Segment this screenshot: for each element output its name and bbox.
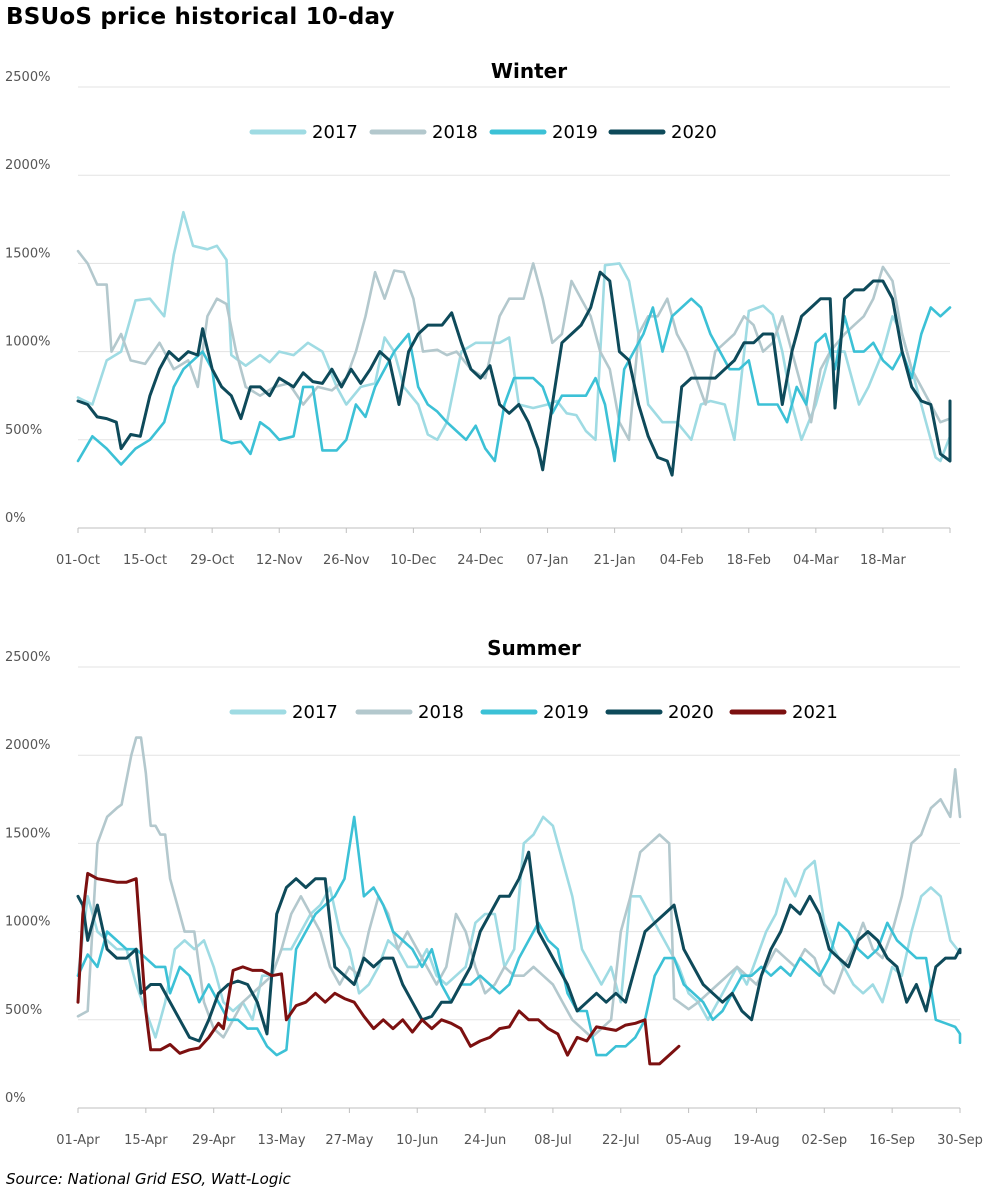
summer-legend-label-2017: 2017 [292,702,338,723]
summer-legend-label-2021: 2021 [792,702,838,723]
winter-y-tick-label: 1000% [5,335,50,350]
summer-series-line-2021 [76,871,681,1066]
summer-x-tick-label: 24-Jun [464,1133,506,1148]
winter-legend-label-2019: 2019 [552,122,598,143]
winter-series-line-2019 [76,297,952,466]
summer-x-tick-label: 10-Jun [396,1133,438,1148]
summer-y-tick-label: 1000% [5,915,50,930]
summer-y-tick-label: 1500% [5,826,50,841]
summer-x-tick-label: 13-May [257,1133,305,1148]
winter-x-tick-label: 21-Jan [594,553,636,568]
winter-x-tick-label: 04-Feb [660,553,704,568]
winter-series-line-2018 [76,249,952,442]
winter-y-tick-label: 2000% [5,158,50,173]
winter-series-line-2017 [76,210,952,463]
source-note: Source: National Grid ESO, Watt-Logic [6,1170,291,1188]
summer-x-tick-label: 05-Aug [665,1133,711,1148]
summer-legend-label-2019: 2019 [543,702,589,723]
summer-x-tick-label: 08-Jul [534,1133,572,1148]
winter-x-tick-label: 07-Jan [527,553,569,568]
winter-chart: 0% 500% 1000% 1500% 2000% 2500% 01-Oct 15-Oct 29… [0,50,1000,580]
summer-x-tick-label: 19-Aug [733,1133,779,1148]
winter-x-tick-label: 15-Oct [123,553,167,568]
summer-chart-svg: 0% 500% 1000% 1500% 2000% 2500% 01-Apr 15-Apr 29… [5,636,983,1148]
summer-x-tick-label: 27-May [325,1133,373,1148]
winter-y-tick-label: 1500% [5,246,50,261]
winter-y-tick-label: 2500% [5,70,50,85]
summer-x-tick-label: 16-Sep [869,1133,915,1148]
summer-x-tick-label: 30-Sep [937,1133,983,1148]
winter-legend-label-2020: 2020 [671,122,717,143]
winter-chart-title: Winter [491,59,567,83]
winter-x-tick-label: 18-Mar [860,553,906,568]
winter-x-tick-label: 04-Mar [793,553,839,568]
summer-y-tick-label: 2500% [5,650,50,665]
winter-x-tick-label: 26-Nov [323,553,370,568]
summer-series-line-2019 [76,815,962,1057]
summer-x-tick-label: 29-Apr [192,1133,236,1148]
summer-y-tick-label: 0% [5,1091,26,1106]
winter-x-tick-label: 29-Oct [190,553,234,568]
summer-x-tick-label: 02-Sep [801,1133,847,1148]
summer-chart-title: Summer [487,636,581,660]
winter-legend-label-2018: 2018 [432,122,478,143]
winter-x-tick-label: 24-Dec [457,553,503,568]
summer-y-tick-label: 2000% [5,738,50,753]
summer-x-tick-label: 15-Apr [124,1133,168,1148]
summer-series-line-2018 [76,736,962,1039]
summer-x-tick-label: 22-Jul [602,1133,640,1148]
winter-series-line-2020 [76,270,952,477]
page-title: BSUoS price historical 10-day [6,4,395,30]
summer-y-tick-label: 500% [5,1003,42,1018]
winter-x-tick-label: 10-Dec [390,553,436,568]
summer-series-line-2020 [76,850,962,1043]
winter-legend-label-2017: 2017 [312,122,358,143]
winter-x-tick-label: 01-Oct [56,553,100,568]
summer-x-tick-label: 01-Apr [56,1133,100,1148]
summer-series-line-2017 [76,815,962,1039]
winter-y-tick-label: 0% [5,511,26,526]
winter-y-tick-label: 500% [5,423,42,438]
summer-chart: 0% 500% 1000% 1500% 2000% 2500% 01-Apr 15-Apr 29… [0,630,1000,1160]
winter-chart-svg: 0% 500% 1000% 1500% 2000% 2500% 01-Oct 15-Oct 29… [5,59,952,568]
winter-x-tick-label: 12-Nov [256,553,303,568]
summer-legend-label-2020: 2020 [668,702,714,723]
winter-x-tick-label: 18-Feb [727,553,771,568]
summer-legend-label-2018: 2018 [418,702,464,723]
